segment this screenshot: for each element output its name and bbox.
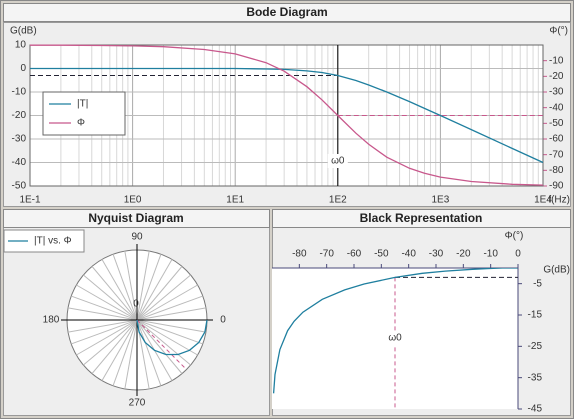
x-tick-label: -20 [456,249,471,260]
spoke [71,319,138,345]
y2-tick-label: -50 [549,118,564,129]
spoke [136,284,198,321]
y2-tick-label: -20 [549,71,564,82]
x-tick-label: 1E-1 [19,195,41,206]
y-tick-label: -30 [12,134,27,145]
y2-tick-label: -80 [549,165,564,176]
spoke [124,319,138,390]
spoke [136,274,191,321]
x-tick-label: -70 [319,249,334,260]
black-title: Black Representation [360,211,483,225]
legend-box [3,229,85,253]
legend-label: |T| vs. Φ [34,236,72,247]
spoke [101,259,138,321]
y2-tick-label: -10 [549,55,564,66]
black-curve [272,268,518,394]
spoke [136,295,203,321]
x-tick-label: 1E2 [329,195,347,206]
y-tick-label: 0 [20,63,26,74]
spoke [136,319,183,374]
spoke [76,284,138,321]
spoke [101,319,138,381]
spoke [67,319,138,333]
r-tick-label: 0 [133,299,139,310]
spoke [136,319,191,366]
spoke [136,319,203,345]
bode-title: Bode Diagram [246,5,327,19]
nyquist-title: Nyquist Diagram [88,211,183,225]
spoke [136,254,162,321]
y-tick-label: -45 [528,404,543,415]
y-tick-label: 10 [15,40,27,51]
y-tick-label: -20 [12,110,27,121]
annotation: ω0 [331,156,345,167]
theta-label: 0 [220,315,226,326]
annotation-bg [385,331,405,345]
x-tick-label: -30 [429,249,444,260]
x-tick-label: -10 [483,249,498,260]
series-line [30,44,544,186]
y-tick-label: -15 [528,310,543,321]
x-tick-label: -50 [374,249,389,260]
plot-border [29,44,544,187]
legend-label: |T| [77,99,88,110]
spoke [67,307,138,321]
bode-header [3,3,571,22]
y-tick-label: -35 [528,372,543,383]
y2-tick-label: -30 [549,87,564,98]
spoke [136,319,198,356]
spoke [136,319,162,386]
y2-tick-label: -60 [549,134,564,145]
annotation: ω0 [388,333,402,344]
spoke [112,254,138,321]
marker-line [136,319,187,370]
spoke [136,250,150,321]
y-tick-label: -5 [533,278,542,289]
y-axis-title: G(dB) [10,26,37,37]
y2-tick-label: -90 [549,181,564,192]
legend-label: Φ [77,118,85,129]
spoke [76,319,138,356]
spoke [124,250,138,321]
theta-label: 180 [43,315,60,326]
x-tick-label: -80 [292,249,307,260]
spoke [136,266,183,321]
x-axis-title: f(Hz) [548,195,570,206]
spoke [112,319,138,386]
spoke [136,259,173,321]
y-tick-label: -50 [12,181,27,192]
nyquist-header [3,209,270,228]
y-tick-label: -40 [12,157,27,168]
spoke [83,319,138,366]
black-header [272,209,571,228]
spoke [83,274,138,321]
x-tick-label: 0 [515,249,521,260]
y2-axis-title: Φ(°) [549,26,568,37]
theta-label: 90 [131,232,143,243]
x-tick-label: -40 [401,249,416,260]
x-tick-label: 1E3 [432,195,450,206]
series-line [30,67,544,164]
spoke [91,319,138,374]
x-tick-label: -60 [347,249,362,260]
x-axis-title: Φ(°) [505,231,524,242]
y2-tick-label: -40 [549,102,564,113]
spoke [71,295,138,321]
spoke [91,266,138,321]
nyquist-curve [136,319,208,356]
spoke [136,319,207,333]
y-axis-title: G(dB) [543,265,570,276]
y2-tick-label: -70 [549,149,564,160]
y-tick-label: -10 [12,87,27,98]
x-tick-label: 1E0 [124,195,142,206]
x-tick-label: 1E1 [226,195,244,206]
spoke [136,307,207,321]
annotation-bg [327,154,348,168]
x-tick-label: 1E4 [534,195,552,206]
y-tick-label: -25 [528,341,543,352]
legend-box [42,91,126,136]
theta-label: 270 [129,398,146,409]
